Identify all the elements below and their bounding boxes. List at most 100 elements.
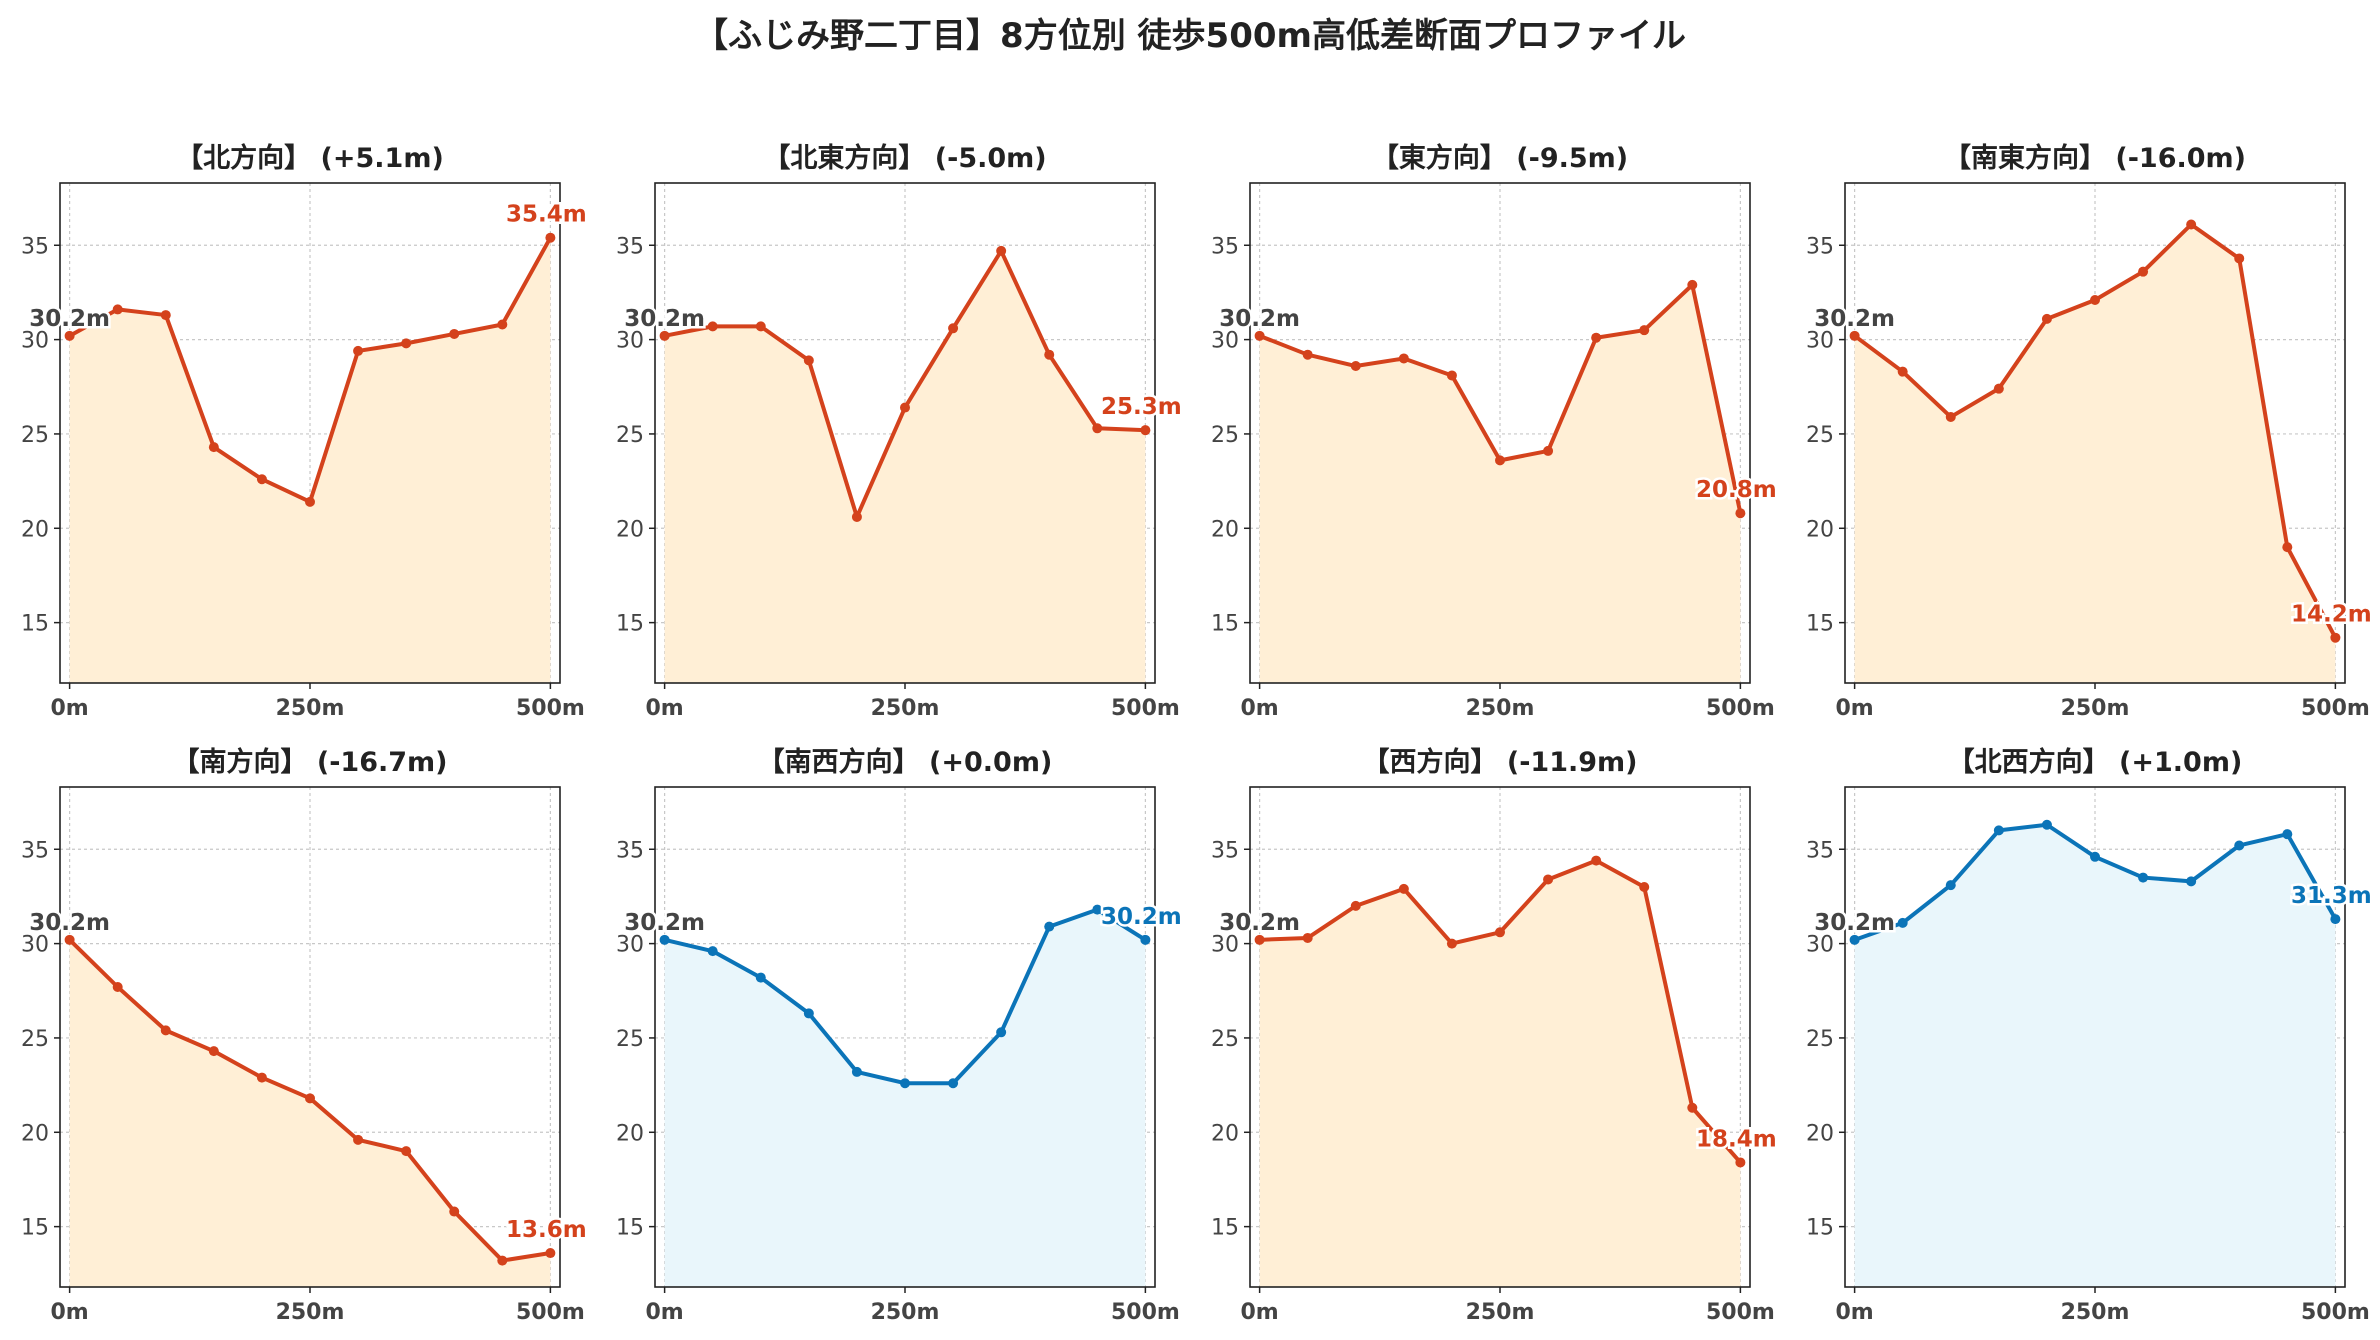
y-tick-label: 35: [1806, 838, 1834, 863]
subplot-title: 【西方向】 (-11.9m): [1362, 746, 1637, 778]
area-fill: [1259, 284, 1741, 683]
area-fill: [664, 250, 1146, 683]
y-tick-label: 25: [1211, 423, 1239, 448]
x-tick-label: 0m: [645, 696, 683, 721]
data-point: [64, 934, 75, 945]
data-point: [1398, 883, 1409, 894]
x-tick-label: 250m: [1466, 1300, 1535, 1325]
subplot-title: 【北東方向】 (-5.0m): [763, 142, 1046, 174]
area-fill: [1259, 860, 1741, 1287]
y-tick-label: 15: [1806, 612, 1834, 637]
subplot-2: 【北東方向】 (-5.0m) 15 20 25 30 35 0m 250m 500m 30.2m 2…: [616, 142, 1184, 721]
data-point: [1735, 1157, 1746, 1168]
data-point: [1849, 330, 1860, 341]
y-tick-label: 15: [1211, 612, 1239, 637]
data-point: [1897, 366, 1908, 377]
data-point: [2186, 876, 2197, 887]
subplot-3: 【東方向】 (-9.5m) 15 20 25 30 35 0m 250m 500m 30.2m 20…: [1211, 142, 1779, 721]
y-tick-label: 25: [616, 423, 644, 448]
x-tick-label: 500m: [516, 696, 585, 721]
subplot-title: 【南東方向】 (-16.0m): [1944, 142, 2246, 174]
data-point: [1350, 900, 1361, 911]
data-point: [1092, 904, 1103, 915]
start-label: 30.2m: [624, 306, 705, 332]
data-point: [1849, 934, 1860, 945]
x-tick-label: 500m: [1111, 696, 1180, 721]
data-point: [2186, 219, 2197, 230]
data-point: [1993, 383, 2004, 394]
data-point: [449, 328, 460, 339]
main-title: 【ふじみ野二丁目】8方位別 徒歩500m高低差断面プロファイル: [694, 16, 1686, 56]
y-tick-label: 25: [21, 1027, 49, 1052]
end-label: 20.8m: [1696, 477, 1777, 503]
y-tick-label: 20: [616, 1121, 644, 1146]
data-point: [948, 323, 959, 334]
start-label: 30.2m: [1219, 910, 1300, 936]
y-tick-label: 20: [21, 517, 49, 542]
data-point: [1591, 855, 1602, 866]
subplot-4: 【南東方向】 (-16.0m) 15 20 25 30 35 0m 250m 500m 30.2m…: [1806, 142, 2374, 721]
end-label: 31.3m: [2291, 883, 2372, 909]
data-point: [659, 330, 670, 341]
y-tick-label: 20: [616, 517, 644, 542]
end-label: 35.4m: [506, 202, 587, 228]
data-point: [208, 1046, 219, 1057]
data-point: [1254, 330, 1265, 341]
x-tick-label: 0m: [50, 696, 88, 721]
y-tick-label: 25: [1211, 1027, 1239, 1052]
x-tick-label: 250m: [871, 1300, 940, 1325]
y-tick-label: 30: [1806, 329, 1834, 354]
data-point: [1687, 1102, 1698, 1113]
data-point: [755, 321, 766, 332]
data-point: [1945, 411, 1956, 422]
start-label: 30.2m: [29, 306, 110, 332]
x-tick-label: 500m: [1706, 696, 1775, 721]
data-point: [1945, 880, 1956, 891]
y-tick-label: 35: [21, 838, 49, 863]
data-point: [707, 321, 718, 332]
start-label: 30.2m: [29, 910, 110, 936]
start-label: 30.2m: [1814, 306, 1895, 332]
subplot-6: 【南西方向】 (+0.0m) 15 20 25 30 35 0m 250m 500m 30.2m 3…: [616, 746, 1184, 1325]
x-tick-label: 0m: [645, 1300, 683, 1325]
y-tick-label: 25: [1806, 1027, 1834, 1052]
x-tick-label: 500m: [1111, 1300, 1180, 1325]
y-tick-label: 25: [1806, 423, 1834, 448]
data-point: [305, 1093, 315, 1104]
x-tick-label: 0m: [1835, 696, 1873, 721]
area-fill: [69, 939, 551, 1287]
data-point: [1543, 874, 1554, 885]
data-point: [1993, 825, 2004, 836]
data-point: [1687, 279, 1698, 290]
data-point: [353, 1134, 364, 1145]
y-tick-label: 20: [21, 1121, 49, 1146]
subplot-title: 【北方向】 (+5.1m): [176, 142, 444, 174]
data-point: [659, 934, 670, 945]
data-point: [1044, 349, 1055, 360]
x-tick-label: 500m: [2301, 696, 2370, 721]
y-tick-label: 35: [21, 234, 49, 259]
area-fill: [1854, 224, 2336, 683]
x-tick-label: 500m: [2301, 1300, 2370, 1325]
data-point: [2330, 914, 2341, 925]
area-fill: [664, 909, 1146, 1287]
x-tick-label: 0m: [50, 1300, 88, 1325]
area-fill: [1854, 824, 2336, 1287]
data-point: [2282, 542, 2293, 553]
y-tick-label: 35: [1211, 234, 1239, 259]
y-tick-label: 20: [1211, 1121, 1239, 1146]
data-point: [755, 972, 766, 983]
data-point: [1446, 938, 1457, 949]
data-point: [1735, 508, 1746, 519]
data-point: [497, 319, 508, 330]
data-point: [449, 1206, 460, 1217]
data-point: [401, 338, 412, 349]
data-point: [1543, 445, 1554, 456]
data-point: [1591, 332, 1602, 343]
subplot-5: 【南方向】 (-16.7m) 15 20 25 30 35 0m 250m 500m 30.2m 1…: [21, 746, 589, 1325]
data-point: [497, 1255, 508, 1266]
x-tick-label: 250m: [276, 1300, 345, 1325]
y-tick-label: 30: [616, 329, 644, 354]
y-tick-label: 20: [1211, 517, 1239, 542]
data-point: [1897, 917, 1908, 928]
